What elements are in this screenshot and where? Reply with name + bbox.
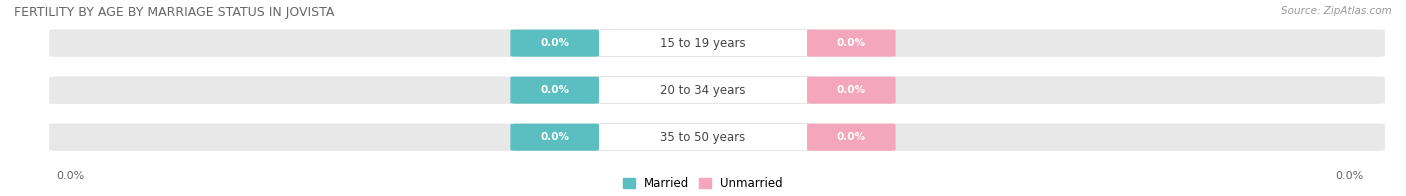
Legend: Married, Unmarried: Married, Unmarried [623,177,783,190]
Text: 0.0%: 0.0% [540,132,569,142]
Text: 0.0%: 0.0% [540,38,569,48]
Text: 0.0%: 0.0% [837,132,866,142]
Text: 0.0%: 0.0% [56,171,84,181]
Text: 0.0%: 0.0% [1336,171,1364,181]
Text: 20 to 34 years: 20 to 34 years [661,84,745,97]
Text: 0.0%: 0.0% [837,38,866,48]
Text: 0.0%: 0.0% [837,85,866,95]
Text: 0.0%: 0.0% [540,85,569,95]
Text: FERTILITY BY AGE BY MARRIAGE STATUS IN JOVISTA: FERTILITY BY AGE BY MARRIAGE STATUS IN J… [14,6,335,19]
Text: 15 to 19 years: 15 to 19 years [661,37,745,50]
Text: Source: ZipAtlas.com: Source: ZipAtlas.com [1281,6,1392,16]
Text: 35 to 50 years: 35 to 50 years [661,131,745,144]
